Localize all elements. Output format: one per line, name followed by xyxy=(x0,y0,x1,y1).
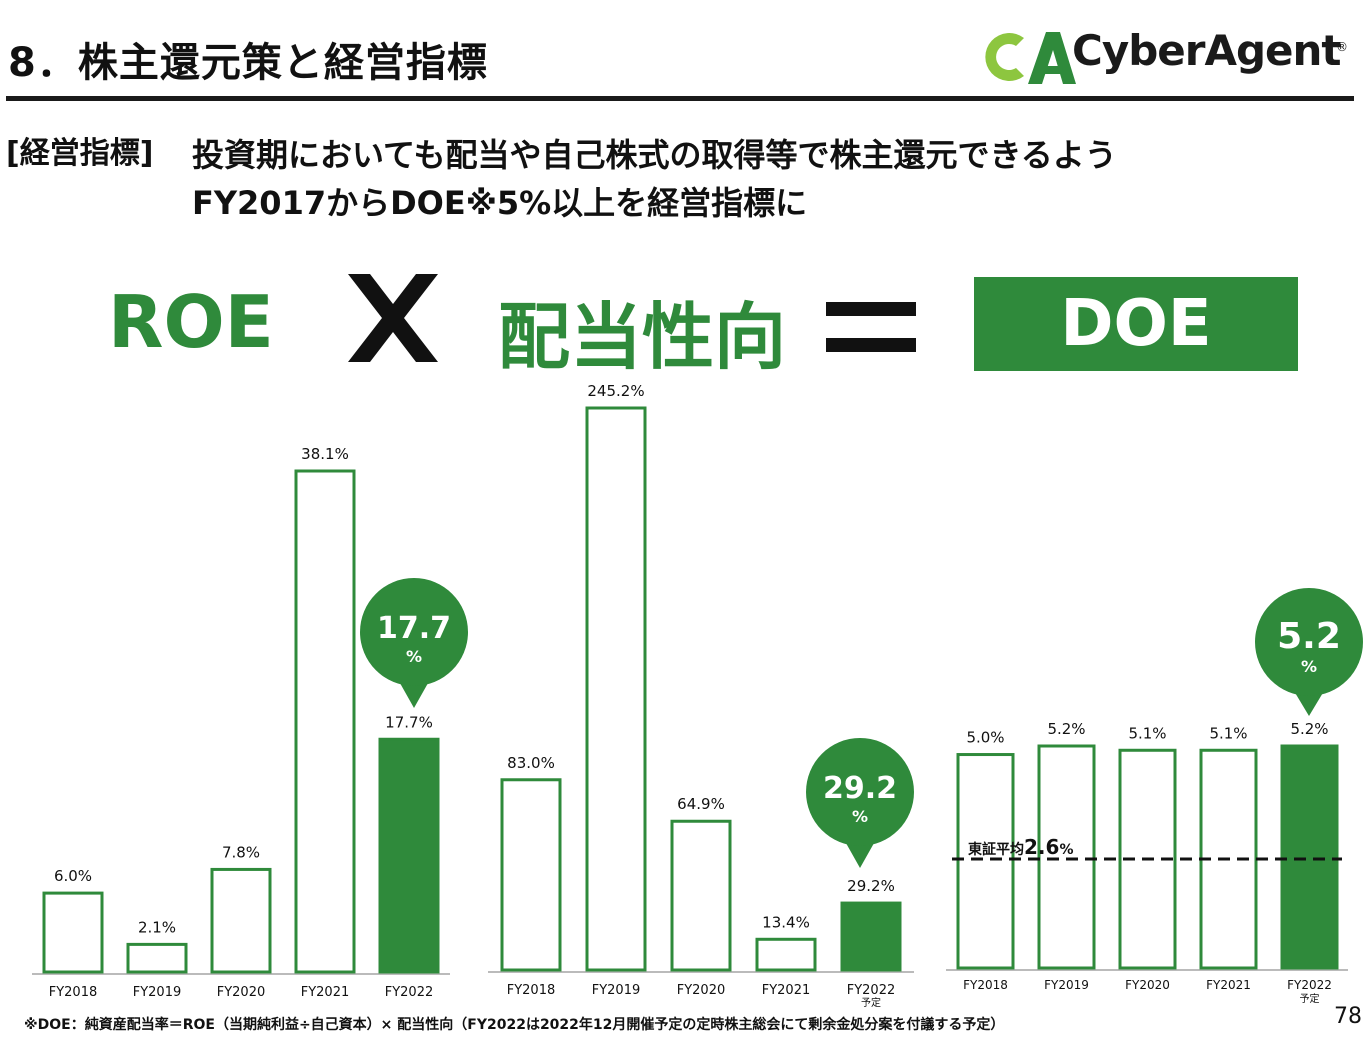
data-label: 5.2% xyxy=(1047,720,1085,738)
bar xyxy=(585,406,647,972)
ca-logo-icon xyxy=(985,32,1076,84)
callout-unit: % xyxy=(1301,657,1317,676)
bar xyxy=(1037,744,1096,970)
page-title: 8．株主還元策と経営指標 xyxy=(8,40,488,86)
page-number: 78 xyxy=(1334,1004,1362,1029)
data-label: 38.1% xyxy=(301,445,349,463)
x-tick-label: FY2021 xyxy=(1206,978,1251,992)
reference-line-label: 東証平均2.6% xyxy=(968,835,1073,859)
data-label: 245.2% xyxy=(587,382,644,400)
data-label: 2.1% xyxy=(138,918,176,936)
callout-value: 17.7 xyxy=(377,611,451,646)
registered-mark: ® xyxy=(1336,40,1348,54)
bar xyxy=(378,737,440,974)
x-tick-sublabel: 予定 xyxy=(1300,992,1320,1005)
bar xyxy=(500,778,562,972)
formula-payout-ratio: 配当性向 xyxy=(498,295,787,379)
bar xyxy=(294,469,356,974)
data-label: 64.9% xyxy=(677,795,725,813)
x-tick-label: FY2022 xyxy=(1287,978,1332,992)
x-tick-label: FY2018 xyxy=(49,985,98,1000)
bar xyxy=(1280,744,1339,970)
x-tick-label: FY2019 xyxy=(592,983,641,998)
formula-roe: ROE xyxy=(108,280,274,364)
data-label: 6.0% xyxy=(54,867,92,885)
callout-value: 5.2 xyxy=(1277,616,1341,657)
x-tick-label: FY2020 xyxy=(1125,978,1170,992)
x-tick-label: FY2021 xyxy=(762,983,811,998)
x-tick-label: FY2021 xyxy=(301,985,350,1000)
bar xyxy=(956,753,1015,970)
headline-line-1: 投資期においても配当や自己株式の取得等で株主還元できるよう xyxy=(192,136,1117,174)
bar xyxy=(840,901,902,972)
data-label: 7.8% xyxy=(222,843,260,861)
x-tick-label: FY2022 xyxy=(847,983,896,998)
x-tick-label: FY2018 xyxy=(507,983,556,998)
x-tick-label: FY2019 xyxy=(1044,978,1089,992)
bar xyxy=(670,819,732,972)
x-tick-label: FY2019 xyxy=(133,985,182,1000)
data-label: 5.1% xyxy=(1209,724,1247,742)
callout-unit: % xyxy=(406,647,422,666)
x-tick-label: FY2018 xyxy=(963,978,1008,992)
bar xyxy=(126,942,188,974)
footnote: ※DOE：純資産配当率＝ROE（当期純利益÷自己資本）× 配当性向（FY2022… xyxy=(24,1017,1005,1033)
callout-bubble xyxy=(360,578,468,686)
section-tag: [経営指標] xyxy=(6,136,154,171)
data-label: 5.1% xyxy=(1128,724,1166,742)
title-underline xyxy=(6,96,1354,101)
headline-line-2: FY2017からDOE※5%以上を経営指標に xyxy=(192,184,808,222)
callout-bubble xyxy=(1255,588,1363,696)
x-tick-sublabel: 予定 xyxy=(861,996,881,1009)
x-tick-label: FY2020 xyxy=(217,985,266,1000)
equals-icon xyxy=(826,302,916,352)
callout-value: 29.2 xyxy=(823,771,897,806)
logo-wordmark: CyberAgent xyxy=(1072,26,1341,75)
data-label: 83.0% xyxy=(507,754,555,772)
callout-unit: % xyxy=(852,807,868,826)
x-tick-label: FY2020 xyxy=(677,983,726,998)
bar xyxy=(755,937,817,972)
x-tick-label: FY2022 xyxy=(385,985,434,1000)
data-label: 13.4% xyxy=(762,913,810,931)
formula-doe-box: DOE xyxy=(974,277,1298,371)
callout-bubble xyxy=(806,738,914,846)
cyberagent-logo: CyberAgent ® xyxy=(984,18,1364,94)
data-label: 5.0% xyxy=(966,729,1004,747)
bar xyxy=(210,867,272,974)
bar xyxy=(42,891,104,974)
data-label: 17.7% xyxy=(385,713,433,731)
data-label: 5.2% xyxy=(1290,720,1328,738)
multiply-icon xyxy=(348,274,438,362)
data-label: 29.2% xyxy=(847,877,895,895)
